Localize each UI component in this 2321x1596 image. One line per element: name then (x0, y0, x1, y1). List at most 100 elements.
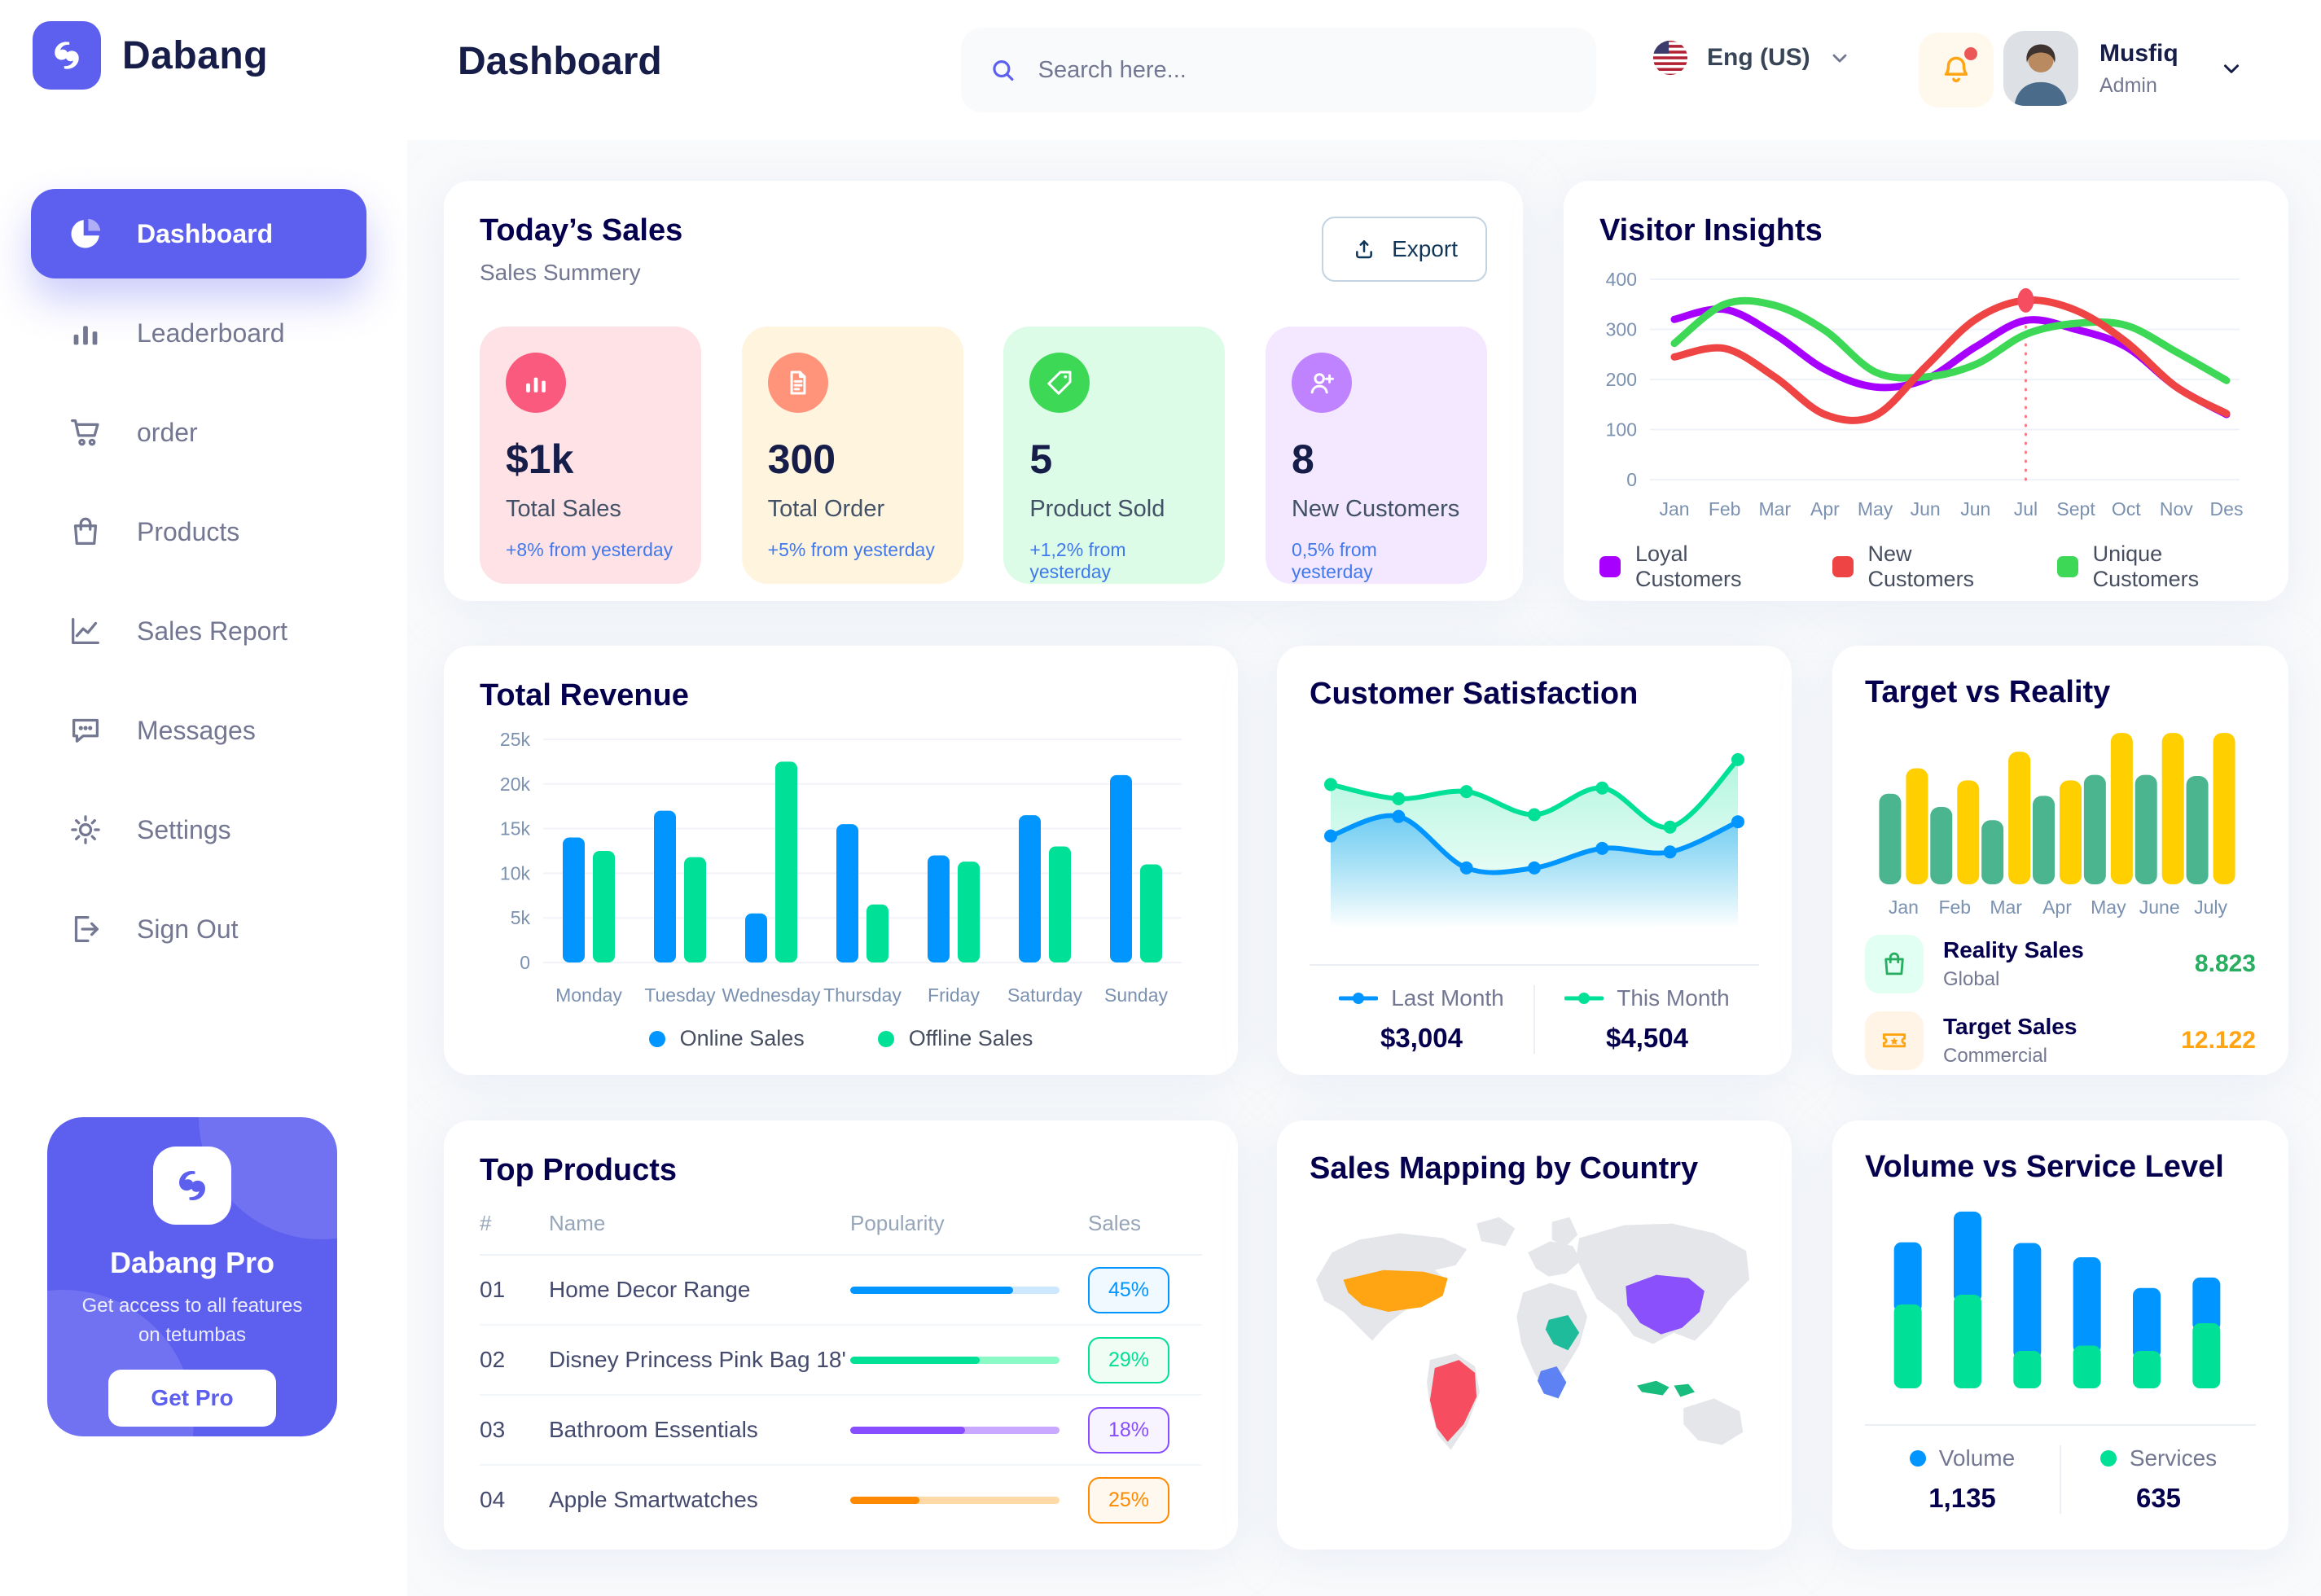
sidebar-item-sales-report[interactable]: Sales Report (31, 586, 366, 676)
sidebar-item-products[interactable]: Products (31, 487, 366, 577)
reality-sales-value: 8.823 (2194, 950, 2256, 977)
get-pro-button[interactable]: Get Pro (108, 1370, 276, 1427)
sidebar-item-order[interactable]: order (31, 388, 366, 477)
svg-text:300: 300 (1606, 319, 1637, 340)
svg-text:Feb: Feb (1709, 498, 1741, 520)
ticket-icon (1882, 1033, 1906, 1048)
total-revenue-card: Total Revenue 0 5k 10k 15k 20k 25k Monday Tuesd… (444, 646, 1238, 1075)
todays-sales-title: Today’s Sales (480, 213, 683, 248)
unique-customers-swatch (2056, 556, 2078, 577)
svg-text:Wednesday: Wednesday (722, 984, 821, 1006)
world-map (1316, 1217, 1750, 1450)
bag-icon (73, 517, 98, 546)
svg-text:Mar: Mar (1758, 498, 1791, 520)
customer-satisfaction-card: Customer Satisfaction Last Month $3,004 … (1277, 646, 1792, 1075)
svg-text:Des: Des (2210, 498, 2244, 520)
svg-text:May: May (1858, 498, 1893, 520)
top-header: Dashboard Eng (US) (407, 0, 2321, 140)
bag-icon (1884, 952, 1904, 976)
sales-badge: 45% (1088, 1266, 1169, 1313)
volume-swatch (1909, 1450, 1926, 1467)
target-vs-reality-legend: Reality Sales Global 8.823 Target Sales … (1865, 935, 2256, 1070)
total-revenue-chart: 0 5k 10k 15k 20k 25k Monday Tuesday Wednesday Thu… (500, 729, 1182, 1006)
country-indonesia (1637, 1380, 1696, 1397)
svg-text:Oct: Oct (2112, 498, 2141, 520)
popularity-bar (850, 1356, 1060, 1364)
sales-stat-cards: $1k Total Sales +8% from yesterday 300 T… (480, 327, 1487, 584)
sidebar-item-dashboard[interactable]: Dashboard (31, 189, 366, 278)
chevron-down-icon (1832, 54, 1847, 63)
sales-badge: 18% (1088, 1406, 1169, 1454)
top-products-card: Top Products # Name Popularity Sales 01 … (444, 1120, 1238, 1550)
new-customers-swatch (1832, 556, 1854, 577)
export-icon (1356, 240, 1372, 259)
svg-text:Monday: Monday (555, 984, 622, 1006)
country-united-states (1343, 1269, 1448, 1312)
pro-upsell-card: Dabang Pro Get access to all features on… (47, 1117, 337, 1436)
svg-text:Sunday: Sunday (1104, 984, 1169, 1006)
svg-text:10k: 10k (500, 862, 531, 884)
continent-scandinavia (1551, 1217, 1578, 1248)
target-sales-value: 12.122 (2181, 1027, 2256, 1054)
stats-icon (506, 353, 566, 413)
cart-icon (71, 419, 99, 446)
bar-chart-icon (73, 326, 98, 345)
svg-text:0: 0 (520, 952, 530, 973)
services-swatch (2099, 1450, 2117, 1467)
svg-text:Nov: Nov (2160, 498, 2193, 520)
sidebar-item-messages[interactable]: Messages (31, 686, 366, 775)
search-icon (993, 60, 1014, 81)
stat-card-new-customers: 8 New Customers 0,5% from yesterday (1265, 327, 1487, 584)
online-sales-swatch (648, 1030, 665, 1047)
brand-logo-icon (33, 21, 101, 90)
search-bar (961, 28, 1596, 112)
volume-vs-service-chart (1893, 1211, 2221, 1388)
stat-card-total-sales: $1k Total Sales +8% from yesterday (480, 327, 701, 584)
popularity-bar (850, 1426, 1060, 1434)
sales-mapping-title: Sales Mapping by Country (1310, 1151, 1699, 1186)
notifications-button[interactable] (1919, 33, 1994, 107)
language-selector[interactable]: Eng (US) (1652, 39, 1851, 77)
svg-text:Jul: Jul (2014, 498, 2038, 520)
divider (1310, 964, 1759, 966)
this-month-marker (1564, 993, 1604, 1004)
visitor-insights-legend: Loyal Customers New Customers Unique Cus… (1599, 542, 2253, 592)
sidebar-menu: Dashboard Leaderboard order Products Sal… (31, 189, 366, 974)
total-revenue-legend: Online Sales Offline Sales (480, 1026, 1202, 1051)
sign-out-icon (74, 915, 99, 943)
order-file-icon (767, 353, 828, 413)
svg-text:July: July (2194, 897, 2227, 918)
profile-menu[interactable]: Musfiq Admin (2003, 31, 2244, 106)
sidebar-item-sign-out[interactable]: Sign Out (31, 884, 366, 974)
brand: Dabang (33, 21, 268, 90)
new-user-icon (1291, 353, 1352, 413)
table-row: 04 Apple Smartwatches 25% (480, 1466, 1202, 1534)
svg-text:200: 200 (1606, 369, 1637, 390)
search-input[interactable] (1036, 55, 1569, 85)
visitor-insights-card: Visitor Insights 0 100 200 300 400 Jan Feb Mar A… (1564, 181, 2288, 601)
customer-satisfaction-title: Customer Satisfaction (1310, 677, 1639, 711)
pro-title: Dabang Pro (109, 1246, 275, 1279)
popularity-bar (850, 1496, 1060, 1504)
sidebar-item-leaderboard[interactable]: Leaderboard (31, 288, 366, 378)
svg-text:Thursday: Thursday (823, 984, 902, 1006)
pie-chart-icon (71, 218, 101, 248)
visitor-insights-chart: 0 100 200 300 400 Jan Feb Mar Apr May Jun Jun Jul Sep… (1606, 269, 2244, 520)
country-dr-congo (1537, 1366, 1567, 1399)
continent-australia (1683, 1398, 1744, 1445)
sidebar-item-settings[interactable]: Settings (31, 785, 366, 875)
target-sales-legend-row: Target Sales Commercial 12.122 (1865, 1011, 2256, 1070)
target-vs-reality-card: Target vs Reality Jan Feb Mar Apr May June Jul… (1832, 646, 2288, 1075)
export-button[interactable]: Export (1322, 217, 1487, 282)
user-name: Musfiq (2099, 39, 2178, 67)
svg-text:15k: 15k (500, 818, 531, 840)
notification-unread-dot (1964, 47, 1977, 60)
svg-text:Jan: Jan (1889, 897, 1919, 918)
svg-text:0: 0 (1626, 469, 1637, 490)
volume-vs-service-card: Volume vs Service Level Volume 1,135 Ser… (1832, 1120, 2288, 1550)
table-row: 02 Disney Princess Pink Bag 18' 29% (480, 1326, 1202, 1396)
total-revenue-title: Total Revenue (480, 678, 689, 712)
svg-text:Tuesday: Tuesday (644, 984, 716, 1006)
continent-greenland (1476, 1217, 1516, 1247)
stat-card-product-sold: 5 Product Sold +1,2% from yesterday (1003, 327, 1226, 584)
